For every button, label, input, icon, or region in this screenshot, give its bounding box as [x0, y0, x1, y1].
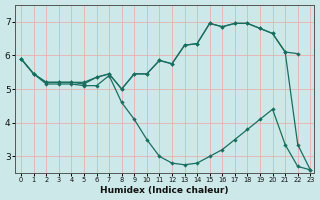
X-axis label: Humidex (Indice chaleur): Humidex (Indice chaleur) — [100, 186, 229, 195]
